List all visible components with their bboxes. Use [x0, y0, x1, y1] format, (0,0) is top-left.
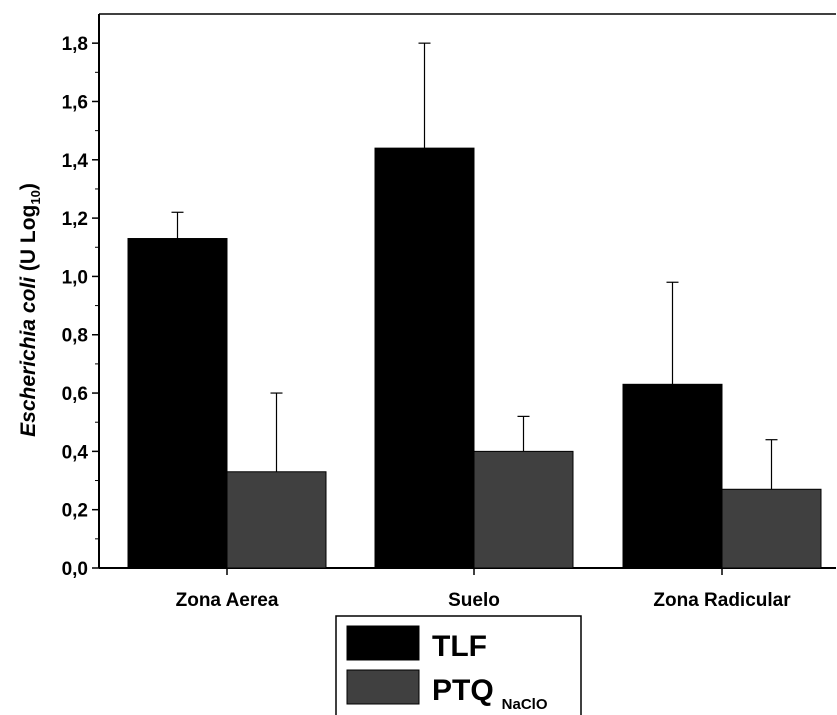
y-axis-title-close: ): [17, 183, 40, 190]
y-axis-title-subscript: 10: [28, 190, 43, 204]
legend-label-ptq-main: PTQ: [432, 674, 494, 707]
x-axis-labels: Zona Aerea Suelo Zona Radicular: [176, 568, 791, 611]
y-tick-label: 0,4: [62, 442, 89, 463]
bars: [127, 147, 822, 569]
x-tick-label: Zona Aerea: [176, 590, 279, 611]
y-tick-label: 0,6: [62, 384, 88, 405]
bar-ptq-2: [721, 488, 822, 569]
bar-tlf-0: [127, 238, 228, 569]
legend-label-tlf: TLF: [432, 630, 487, 663]
x-tick-label: Zona Radicular: [653, 590, 791, 611]
y-axis-title: Escherichia coli (U Log10): [17, 183, 43, 437]
y-tick-label: 0,8: [62, 326, 88, 347]
bar-tlf-2: [622, 383, 723, 569]
legend-swatch-tlf: [346, 625, 420, 661]
y-tick-label: 1,8: [62, 34, 88, 55]
y-tick-label: 1,6: [62, 92, 88, 113]
y-tick-label: 1,2: [62, 209, 88, 230]
y-tick-label: 0,0: [62, 559, 88, 580]
y-axis-title-rest: (U Log: [17, 205, 40, 277]
legend-swatch-ptq: [346, 669, 420, 705]
y-tick-label: 1,4: [62, 151, 89, 172]
x-tick-label: Suelo: [448, 590, 500, 611]
y-axis-title-italic: Escherichia coli: [17, 276, 40, 437]
error-bars: [171, 42, 778, 490]
y-tick-label: 0,2: [62, 501, 88, 522]
bar-tlf-1: [374, 147, 475, 569]
y-tick-label: 1,0: [62, 267, 88, 288]
y-axis-ticks: 0,0 0,2 0,4 0,6 0,8 1,0 1,2 1,4 1,6 1,8: [62, 34, 99, 580]
legend-label-ptq: PTQ NaClO: [432, 674, 548, 713]
bar-ptq-0: [226, 471, 327, 569]
legend-label-ptq-subscript: NaClO: [502, 696, 548, 713]
bar-ptq-1: [473, 450, 574, 569]
legend: TLF PTQ NaClO: [335, 615, 582, 715]
